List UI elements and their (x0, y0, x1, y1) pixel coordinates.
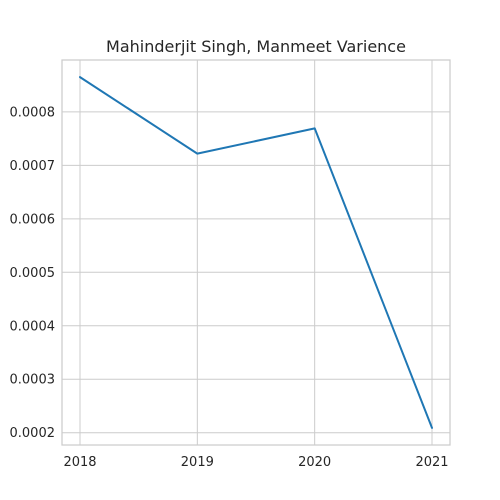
x-tick-label: 2020 (298, 455, 331, 470)
y-tick-label: 0.0008 (10, 105, 56, 120)
x-tick-label: 2019 (181, 455, 214, 470)
y-tick-label: 0.0005 (10, 266, 56, 281)
chart-title: Mahinderjit Singh, Manmeet Varience (106, 37, 406, 56)
x-tick-label: 2021 (415, 455, 448, 470)
y-axis-ticks: 0.0002 0.0003 0.0004 0.0005 0.0006 0.0007 0.00… (10, 105, 56, 441)
y-tick-label: 0.0006 (10, 212, 56, 227)
y-tick-label: 0.0004 (10, 319, 56, 334)
grid-lines (62, 60, 450, 445)
y-tick-label: 0.0003 (10, 373, 56, 388)
plot-frame (61, 59, 451, 446)
x-axis-ticks: 2018 2019 2020 2021 (63, 455, 448, 470)
series-line (79, 76, 433, 429)
series-layer (79, 76, 433, 429)
x-tick-label: 2018 (63, 455, 96, 470)
y-tick-label: 0.0007 (10, 159, 56, 174)
y-tick-label: 0.0002 (10, 426, 56, 441)
